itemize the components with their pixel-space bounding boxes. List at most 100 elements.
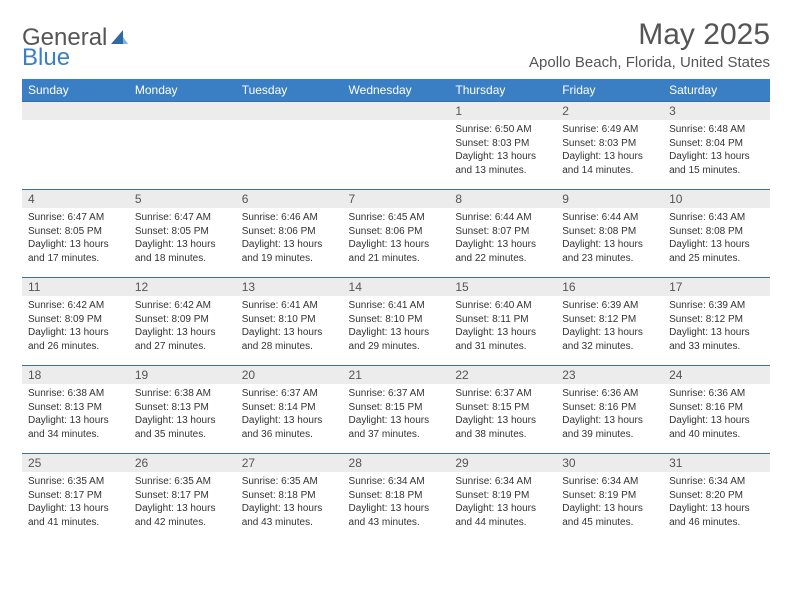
- calendar-empty-cell: [129, 102, 236, 190]
- calendar-week-row: 11Sunrise: 6:42 AMSunset: 8:09 PMDayligh…: [22, 278, 770, 366]
- sunrise-line: Sunrise: 6:45 AM: [349, 211, 444, 225]
- day-details: Sunrise: 6:37 AMSunset: 8:14 PMDaylight:…: [236, 384, 343, 445]
- sunset-line: Sunset: 8:18 PM: [242, 489, 337, 503]
- calendar-empty-cell: [236, 102, 343, 190]
- day-number: 26: [129, 454, 236, 472]
- sunset-line: Sunset: 8:05 PM: [28, 225, 123, 239]
- sunset-line: Sunset: 8:18 PM: [349, 489, 444, 503]
- day-details: Sunrise: 6:35 AMSunset: 8:18 PMDaylight:…: [236, 472, 343, 533]
- daylight-line: Daylight: 13 hours and 29 minutes.: [349, 326, 444, 353]
- day-details: Sunrise: 6:34 AMSunset: 8:18 PMDaylight:…: [343, 472, 450, 533]
- sunset-line: Sunset: 8:12 PM: [562, 313, 657, 327]
- day-number: 3: [663, 102, 770, 120]
- day-details: Sunrise: 6:35 AMSunset: 8:17 PMDaylight:…: [129, 472, 236, 533]
- calendar-day-cell: 30Sunrise: 6:34 AMSunset: 8:19 PMDayligh…: [556, 454, 663, 542]
- sunset-line: Sunset: 8:15 PM: [455, 401, 550, 415]
- day-number: 10: [663, 190, 770, 208]
- sunset-line: Sunset: 8:06 PM: [349, 225, 444, 239]
- title-block: May 2025 Apollo Beach, Florida, United S…: [529, 18, 770, 71]
- sunrise-line: Sunrise: 6:35 AM: [135, 475, 230, 489]
- sunrise-line: Sunrise: 6:37 AM: [349, 387, 444, 401]
- daylight-line: Daylight: 13 hours and 31 minutes.: [455, 326, 550, 353]
- sunset-line: Sunset: 8:16 PM: [669, 401, 764, 415]
- day-details: Sunrise: 6:34 AMSunset: 8:19 PMDaylight:…: [556, 472, 663, 533]
- daylight-line: Daylight: 13 hours and 43 minutes.: [242, 502, 337, 529]
- sunrise-line: Sunrise: 6:41 AM: [242, 299, 337, 313]
- sunrise-line: Sunrise: 6:39 AM: [669, 299, 764, 313]
- day-number: [22, 102, 129, 120]
- day-number: 6: [236, 190, 343, 208]
- page-title: May 2025: [529, 18, 770, 52]
- sunset-line: Sunset: 8:08 PM: [562, 225, 657, 239]
- day-number: 5: [129, 190, 236, 208]
- sunrise-line: Sunrise: 6:36 AM: [562, 387, 657, 401]
- calendar-day-cell: 8Sunrise: 6:44 AMSunset: 8:07 PMDaylight…: [449, 190, 556, 278]
- day-number: 12: [129, 278, 236, 296]
- day-details: Sunrise: 6:34 AMSunset: 8:20 PMDaylight:…: [663, 472, 770, 533]
- day-number: 7: [343, 190, 450, 208]
- sunrise-line: Sunrise: 6:34 AM: [562, 475, 657, 489]
- day-details: Sunrise: 6:36 AMSunset: 8:16 PMDaylight:…: [556, 384, 663, 445]
- day-details: Sunrise: 6:34 AMSunset: 8:19 PMDaylight:…: [449, 472, 556, 533]
- sunset-line: Sunset: 8:09 PM: [135, 313, 230, 327]
- weekday-header: Monday: [129, 79, 236, 102]
- daylight-line: Daylight: 13 hours and 13 minutes.: [455, 150, 550, 177]
- daylight-line: Daylight: 13 hours and 40 minutes.: [669, 414, 764, 441]
- daylight-line: Daylight: 13 hours and 39 minutes.: [562, 414, 657, 441]
- calendar-day-cell: 1Sunrise: 6:50 AMSunset: 8:03 PMDaylight…: [449, 102, 556, 190]
- sunset-line: Sunset: 8:05 PM: [135, 225, 230, 239]
- sunrise-line: Sunrise: 6:49 AM: [562, 123, 657, 137]
- sunset-line: Sunset: 8:13 PM: [135, 401, 230, 415]
- day-number: 19: [129, 366, 236, 384]
- day-details: Sunrise: 6:37 AMSunset: 8:15 PMDaylight:…: [449, 384, 556, 445]
- day-number: 22: [449, 366, 556, 384]
- sunset-line: Sunset: 8:15 PM: [349, 401, 444, 415]
- day-details: Sunrise: 6:35 AMSunset: 8:17 PMDaylight:…: [22, 472, 129, 533]
- daylight-line: Daylight: 13 hours and 21 minutes.: [349, 238, 444, 265]
- daylight-line: Daylight: 13 hours and 43 minutes.: [349, 502, 444, 529]
- calendar-body: 1Sunrise: 6:50 AMSunset: 8:03 PMDaylight…: [22, 102, 770, 542]
- day-number: 2: [556, 102, 663, 120]
- sunrise-line: Sunrise: 6:46 AM: [242, 211, 337, 225]
- calendar-day-cell: 9Sunrise: 6:44 AMSunset: 8:08 PMDaylight…: [556, 190, 663, 278]
- calendar-day-cell: 2Sunrise: 6:49 AMSunset: 8:03 PMDaylight…: [556, 102, 663, 190]
- sunrise-line: Sunrise: 6:34 AM: [349, 475, 444, 489]
- day-number: 30: [556, 454, 663, 472]
- calendar-day-cell: 14Sunrise: 6:41 AMSunset: 8:10 PMDayligh…: [343, 278, 450, 366]
- daylight-line: Daylight: 13 hours and 19 minutes.: [242, 238, 337, 265]
- sunset-line: Sunset: 8:04 PM: [669, 137, 764, 151]
- day-number: 13: [236, 278, 343, 296]
- day-details: Sunrise: 6:46 AMSunset: 8:06 PMDaylight:…: [236, 208, 343, 269]
- day-details: Sunrise: 6:41 AMSunset: 8:10 PMDaylight:…: [343, 296, 450, 357]
- sunrise-line: Sunrise: 6:50 AM: [455, 123, 550, 137]
- day-details: Sunrise: 6:40 AMSunset: 8:11 PMDaylight:…: [449, 296, 556, 357]
- calendar-week-row: 4Sunrise: 6:47 AMSunset: 8:05 PMDaylight…: [22, 190, 770, 278]
- day-details: Sunrise: 6:47 AMSunset: 8:05 PMDaylight:…: [22, 208, 129, 269]
- day-details: Sunrise: 6:38 AMSunset: 8:13 PMDaylight:…: [22, 384, 129, 445]
- daylight-line: Daylight: 13 hours and 17 minutes.: [28, 238, 123, 265]
- day-number: 16: [556, 278, 663, 296]
- daylight-line: Daylight: 13 hours and 35 minutes.: [135, 414, 230, 441]
- sunrise-line: Sunrise: 6:38 AM: [135, 387, 230, 401]
- calendar-day-cell: 24Sunrise: 6:36 AMSunset: 8:16 PMDayligh…: [663, 366, 770, 454]
- daylight-line: Daylight: 13 hours and 38 minutes.: [455, 414, 550, 441]
- day-details: Sunrise: 6:42 AMSunset: 8:09 PMDaylight:…: [129, 296, 236, 357]
- calendar-week-row: 25Sunrise: 6:35 AMSunset: 8:17 PMDayligh…: [22, 454, 770, 542]
- weekday-header: Sunday: [22, 79, 129, 102]
- day-details: Sunrise: 6:44 AMSunset: 8:08 PMDaylight:…: [556, 208, 663, 269]
- calendar-day-cell: 5Sunrise: 6:47 AMSunset: 8:05 PMDaylight…: [129, 190, 236, 278]
- day-number: 24: [663, 366, 770, 384]
- daylight-line: Daylight: 13 hours and 26 minutes.: [28, 326, 123, 353]
- day-details: Sunrise: 6:47 AMSunset: 8:05 PMDaylight:…: [129, 208, 236, 269]
- day-number: 14: [343, 278, 450, 296]
- sunrise-line: Sunrise: 6:44 AM: [562, 211, 657, 225]
- weekday-header: Thursday: [449, 79, 556, 102]
- calendar-day-cell: 11Sunrise: 6:42 AMSunset: 8:09 PMDayligh…: [22, 278, 129, 366]
- calendar-day-cell: 6Sunrise: 6:46 AMSunset: 8:06 PMDaylight…: [236, 190, 343, 278]
- day-number: 21: [343, 366, 450, 384]
- sunrise-line: Sunrise: 6:34 AM: [669, 475, 764, 489]
- calendar-day-cell: 31Sunrise: 6:34 AMSunset: 8:20 PMDayligh…: [663, 454, 770, 542]
- calendar-day-cell: 27Sunrise: 6:35 AMSunset: 8:18 PMDayligh…: [236, 454, 343, 542]
- sunset-line: Sunset: 8:19 PM: [562, 489, 657, 503]
- day-number: [236, 102, 343, 120]
